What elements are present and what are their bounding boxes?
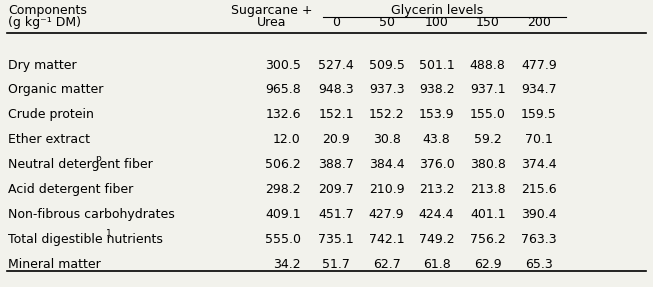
Text: 1: 1 (106, 229, 112, 238)
Text: 374.4: 374.4 (521, 158, 557, 171)
Text: 152.1: 152.1 (318, 108, 354, 121)
Text: 477.9: 477.9 (521, 59, 557, 71)
Text: 152.2: 152.2 (369, 108, 404, 121)
Text: 200: 200 (527, 16, 551, 29)
Text: 934.7: 934.7 (521, 84, 557, 96)
Text: 132.6: 132.6 (265, 108, 301, 121)
Text: 150: 150 (476, 16, 500, 29)
Text: 70.1: 70.1 (525, 133, 553, 146)
Text: 451.7: 451.7 (318, 208, 354, 221)
Text: Ether extract: Ether extract (8, 133, 90, 146)
Text: 763.3: 763.3 (521, 233, 557, 246)
Text: 937.3: 937.3 (369, 84, 404, 96)
Text: 388.7: 388.7 (318, 158, 354, 171)
Text: 735.1: 735.1 (318, 233, 354, 246)
Text: 756.2: 756.2 (470, 233, 505, 246)
Text: 380.8: 380.8 (470, 158, 505, 171)
Text: 20.9: 20.9 (322, 133, 350, 146)
Text: Acid detergent fiber: Acid detergent fiber (8, 183, 133, 196)
Text: 527.4: 527.4 (318, 59, 354, 71)
Text: 30.8: 30.8 (373, 133, 400, 146)
Text: 506.2: 506.2 (265, 158, 301, 171)
Text: 501.1: 501.1 (419, 59, 454, 71)
Text: 300.5: 300.5 (265, 59, 301, 71)
Text: 59.2: 59.2 (474, 133, 502, 146)
Text: 509.5: 509.5 (369, 59, 405, 71)
Text: 159.5: 159.5 (521, 108, 557, 121)
Text: Dry matter: Dry matter (8, 59, 76, 71)
Text: 65.3: 65.3 (525, 258, 553, 271)
Text: 62.9: 62.9 (474, 258, 502, 271)
Text: 965.8: 965.8 (265, 84, 301, 96)
Text: Total digestible nutrients: Total digestible nutrients (8, 233, 163, 246)
Text: 937.1: 937.1 (470, 84, 505, 96)
Text: 215.6: 215.6 (521, 183, 557, 196)
Text: 298.2: 298.2 (265, 183, 301, 196)
Text: 43.8: 43.8 (422, 133, 451, 146)
Text: Non-fibrous carbohydrates: Non-fibrous carbohydrates (8, 208, 174, 221)
Text: 424.4: 424.4 (419, 208, 454, 221)
Text: 51.7: 51.7 (322, 258, 350, 271)
Text: 742.1: 742.1 (369, 233, 404, 246)
Text: 153.9: 153.9 (419, 108, 454, 121)
Text: 488.8: 488.8 (470, 59, 505, 71)
Text: Sugarcane +: Sugarcane + (231, 4, 313, 17)
Text: Glycerin levels: Glycerin levels (391, 4, 484, 17)
Text: 210.9: 210.9 (369, 183, 404, 196)
Text: 555.0: 555.0 (265, 233, 301, 246)
Text: 62.7: 62.7 (373, 258, 400, 271)
Text: 376.0: 376.0 (419, 158, 454, 171)
Text: 209.7: 209.7 (318, 183, 354, 196)
Text: Urea: Urea (257, 16, 287, 29)
Text: 390.4: 390.4 (521, 208, 557, 221)
Text: (g kg⁻¹ DM): (g kg⁻¹ DM) (8, 16, 81, 29)
Text: 409.1: 409.1 (265, 208, 301, 221)
Text: 213.8: 213.8 (470, 183, 505, 196)
Text: p: p (95, 154, 101, 163)
Text: 50: 50 (379, 16, 394, 29)
Text: 213.2: 213.2 (419, 183, 454, 196)
Text: Organic matter: Organic matter (8, 84, 103, 96)
Text: Crude protein: Crude protein (8, 108, 93, 121)
Text: 948.3: 948.3 (318, 84, 354, 96)
Text: 100: 100 (424, 16, 449, 29)
Text: 938.2: 938.2 (419, 84, 454, 96)
Text: 401.1: 401.1 (470, 208, 505, 221)
Text: Neutral detergent fiber: Neutral detergent fiber (8, 158, 153, 171)
Text: 384.4: 384.4 (369, 158, 404, 171)
Text: 12.0: 12.0 (273, 133, 301, 146)
Text: 61.8: 61.8 (422, 258, 451, 271)
Text: 0: 0 (332, 16, 340, 29)
Text: 155.0: 155.0 (470, 108, 505, 121)
Text: Components: Components (8, 4, 87, 17)
Text: 749.2: 749.2 (419, 233, 454, 246)
Text: 34.2: 34.2 (273, 258, 301, 271)
Text: Mineral matter: Mineral matter (8, 258, 101, 271)
Text: 427.9: 427.9 (369, 208, 404, 221)
